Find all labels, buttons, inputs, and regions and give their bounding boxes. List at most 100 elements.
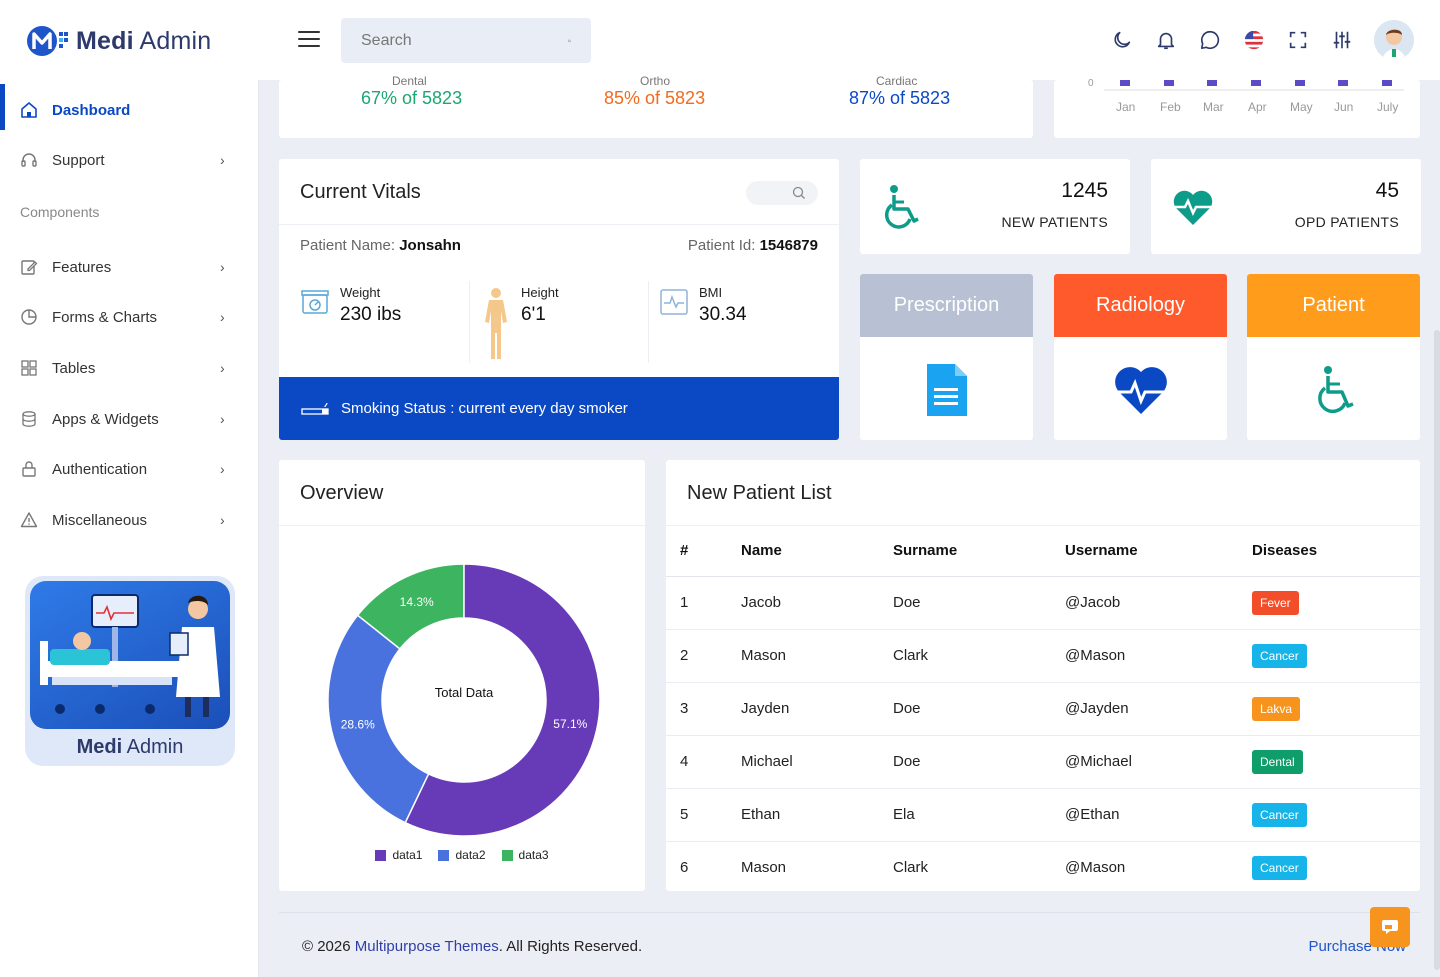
row-username: @Jacob	[1065, 576, 1252, 630]
search-icon[interactable]	[568, 34, 571, 48]
top-header: Medi Admin	[0, 0, 1440, 80]
dark-mode-icon[interactable]	[1100, 18, 1144, 62]
stat-label: Cardiac	[876, 74, 918, 88]
row-id: 1	[666, 576, 741, 630]
new-patient-list-card: New Patient List # Name Surname Username…	[666, 460, 1420, 891]
legend-item[interactable]: data1	[375, 848, 422, 862]
sidebar-item-support[interactable]: Support ›	[0, 140, 258, 180]
card-title: New Patient List	[687, 482, 832, 504]
row-username: @Ethan	[1065, 788, 1252, 842]
weight-value: 230 ibs	[340, 304, 402, 325]
current-vitals-card: Current Vitals Patient Name: Jonsahn Pat…	[279, 159, 839, 440]
row-disease: Lakva	[1252, 682, 1420, 736]
heart-pulse-icon	[1173, 190, 1213, 225]
sidebar-item-miscellaneous[interactable]: Miscellaneous ›	[0, 500, 258, 540]
sidebar-item-authentication[interactable]: Authentication ›	[0, 449, 258, 489]
donut-slice-data1[interactable]	[404, 563, 601, 837]
patient-count: 45	[1375, 179, 1399, 202]
legend-item[interactable]: data2	[438, 848, 486, 862]
us-flag-icon[interactable]	[1232, 18, 1276, 62]
table-row[interactable]: 5 Ethan Ela @Ethan Cancer	[666, 788, 1420, 842]
database-icon	[20, 410, 38, 428]
copyright-text: © 2026 Multipurpose Themes. All Rights R…	[302, 938, 643, 955]
sidebar-item-tables[interactable]: Tables ›	[0, 348, 258, 388]
row-id: 4	[666, 735, 741, 789]
chevron-right-icon: ›	[220, 152, 225, 168]
divider	[648, 281, 649, 363]
height-value: 6'1	[521, 304, 546, 325]
sidebar-item-dashboard[interactable]: Dashboard	[0, 84, 258, 130]
weight-label: Weight	[340, 285, 381, 300]
promo-brand-name: Medi Admin	[76, 736, 184, 758]
chevron-right-icon: ›	[220, 411, 225, 427]
month-label: Apr	[1248, 100, 1267, 114]
hospital-illustration	[30, 581, 230, 729]
sidebar-item-apps-widgets[interactable]: Apps & Widgets ›	[0, 399, 258, 439]
edit-icon	[20, 258, 38, 276]
patient-id: Patient Id: 1546879	[687, 237, 818, 254]
vitals-search-toggle[interactable]	[746, 181, 818, 205]
month-label: July	[1377, 100, 1399, 114]
page-scrollbar[interactable]	[1434, 330, 1440, 970]
menu-toggle-icon[interactable]	[298, 31, 320, 49]
opd-patients-card: 45 OPD PATIENTS	[1151, 159, 1421, 254]
grid-icon	[20, 359, 38, 377]
legend-item[interactable]: data3	[501, 848, 549, 862]
table-row[interactable]: 4 Michael Doe @Michael Dental	[666, 735, 1420, 789]
sidebar-item-features[interactable]: Features ›	[0, 247, 258, 287]
row-id: 6	[680, 859, 689, 877]
department-stats-card: Dental 67% of 5823 Ortho 85% of 5823 Car…	[279, 74, 1033, 138]
notification-bell-icon[interactable]	[1144, 18, 1188, 62]
scale-icon	[301, 290, 329, 314]
sidebar-item-label: Dashboard	[52, 101, 131, 119]
legend-swatch	[501, 849, 513, 861]
prescription-tile[interactable]: Prescription	[860, 274, 1033, 440]
table-header-row: # Name Surname Username Diseases	[666, 526, 1420, 577]
brand-logo[interactable]: Medi Admin	[26, 24, 211, 58]
table-row[interactable]: 1 Jacob Doe @Jacob Fever	[666, 576, 1420, 630]
mini-chart-bars	[1104, 80, 1404, 91]
settings-sliders-icon[interactable]	[1320, 18, 1364, 62]
smoking-status-text: Smoking Status : current every day smoke…	[341, 400, 628, 417]
row-username: @Mason	[1065, 629, 1252, 683]
fullscreen-icon[interactable]	[1276, 18, 1320, 62]
pie-chart-icon	[20, 308, 38, 326]
chevron-right-icon: ›	[220, 309, 225, 325]
header-actions	[1100, 18, 1414, 62]
company-link[interactable]: Multipurpose Themes	[354, 938, 499, 955]
sidebar-item-label: Tables	[52, 359, 96, 377]
radiology-tile[interactable]: Radiology	[1054, 274, 1227, 440]
divider	[469, 281, 470, 363]
brand-name: Medi Admin	[76, 26, 212, 55]
search-input[interactable]	[361, 31, 568, 50]
chat-icon[interactable]	[1188, 18, 1232, 62]
disease-badge: Cancer	[1252, 643, 1307, 668]
row-id: 2	[666, 629, 741, 683]
stat-value: 67% of 5823	[361, 88, 463, 108]
column-header: Username	[1065, 526, 1252, 577]
chevron-right-icon: ›	[220, 461, 225, 477]
month-label: Jun	[1334, 100, 1354, 114]
table-row[interactable]: 2 Mason Clark @Mason Cancer	[666, 629, 1420, 683]
overview-donut-chart: Total Data 57.1% 28.6% 14.3%	[327, 563, 601, 837]
user-avatar[interactable]	[1374, 20, 1414, 60]
support-chat-button[interactable]	[1370, 907, 1410, 947]
donut-slice-data2[interactable]	[327, 614, 430, 824]
sidebar-item-label: Apps & Widgets	[52, 410, 159, 428]
row-disease: Dental	[1252, 735, 1420, 789]
patient-count-label: OPD PATIENTS	[1294, 214, 1399, 230]
legend-label: data1	[392, 848, 423, 862]
search-icon	[792, 186, 805, 199]
divider	[279, 525, 645, 526]
patient-tile[interactable]: Patient	[1247, 274, 1420, 440]
row-disease: Cancer	[1252, 629, 1420, 683]
weight-vital: Weight 230 ibs	[300, 279, 470, 364]
row-surname: Doe	[893, 576, 1065, 630]
lock-icon	[20, 460, 38, 478]
wheelchair-icon	[1317, 366, 1354, 414]
table-row[interactable]: 6 Mason Clark @Mason Cancer	[666, 841, 1420, 894]
sidebar-item-forms-charts[interactable]: Forms & Charts ›	[0, 297, 258, 337]
row-name: Jacob	[741, 576, 893, 630]
row-surname: Doe	[893, 735, 1065, 789]
table-row[interactable]: 3 Jayden Doe @Jayden Lakva	[666, 682, 1420, 736]
